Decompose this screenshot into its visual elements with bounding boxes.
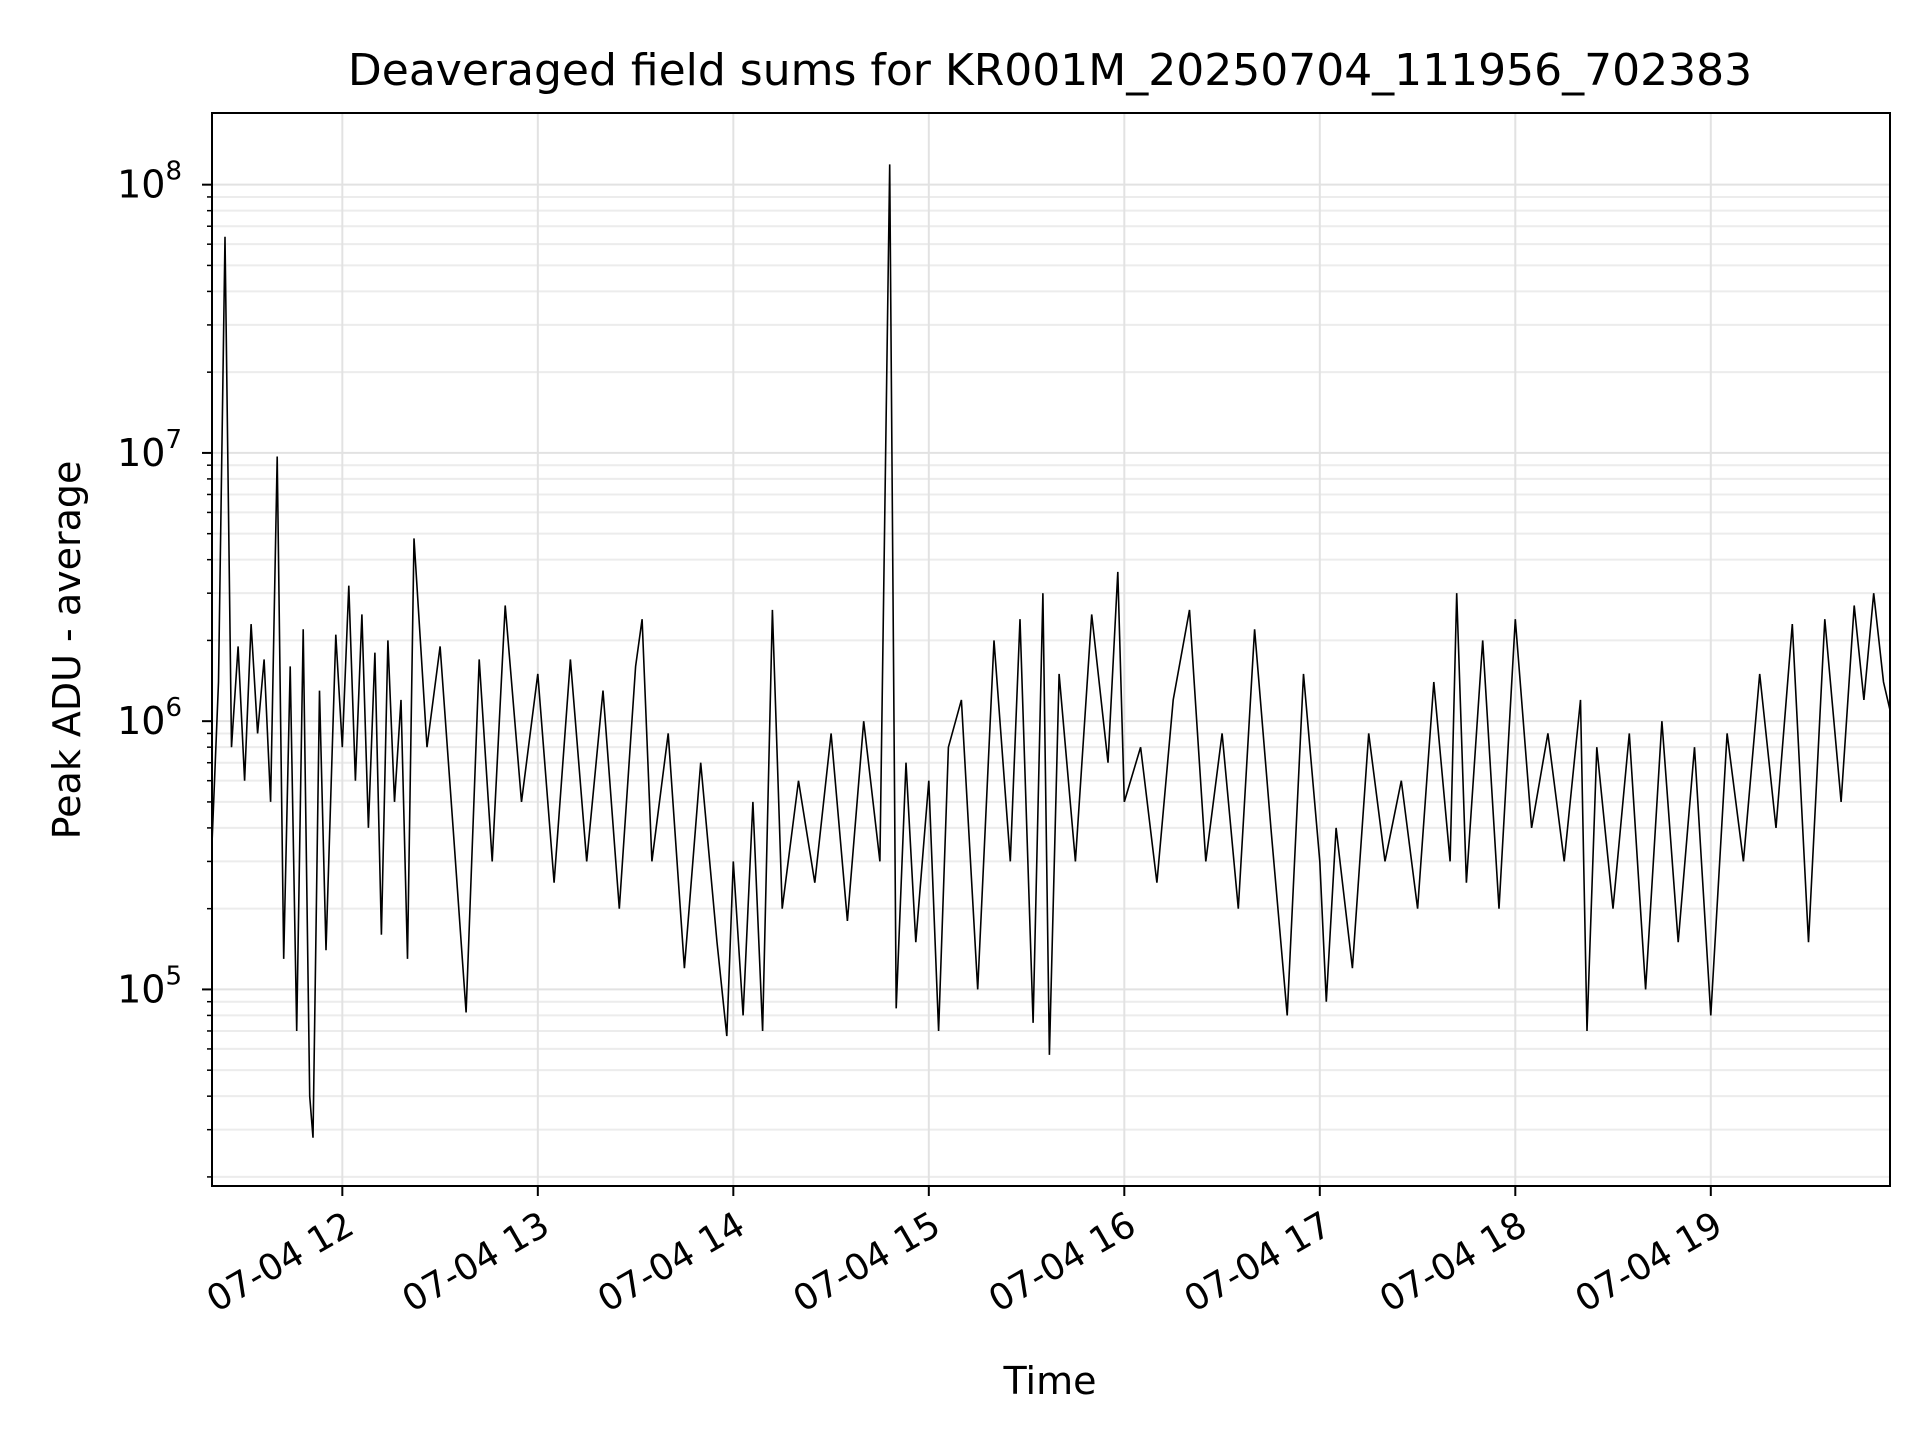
y-tick-base: 10 bbox=[117, 163, 165, 207]
y-tick-base: 10 bbox=[117, 699, 165, 743]
series-line bbox=[211, 164, 1891, 1138]
y-tick-exponent: 6 bbox=[165, 693, 182, 723]
y-tick-label: 107 bbox=[117, 425, 182, 475]
y-tick-base: 10 bbox=[117, 967, 165, 1011]
grid bbox=[212, 113, 1890, 1186]
data-series bbox=[211, 164, 1891, 1138]
plot-area bbox=[211, 112, 1891, 1187]
x-axis-label: Time bbox=[1003, 1359, 1097, 1403]
y-tick-label: 106 bbox=[117, 693, 182, 743]
y-tick-exponent: 7 bbox=[165, 425, 182, 455]
chart-title: Deaveraged field sums for KR001M_2025070… bbox=[348, 45, 1752, 96]
y-tick-base: 10 bbox=[117, 431, 165, 475]
y-tick-exponent: 8 bbox=[165, 157, 182, 187]
y-axis-label: Peak ADU - average bbox=[45, 461, 89, 840]
plot-frame bbox=[211, 112, 1891, 1187]
y-tick-label: 108 bbox=[117, 157, 182, 207]
y-tick-label: 105 bbox=[117, 961, 182, 1011]
y-tick-exponent: 5 bbox=[165, 961, 182, 991]
